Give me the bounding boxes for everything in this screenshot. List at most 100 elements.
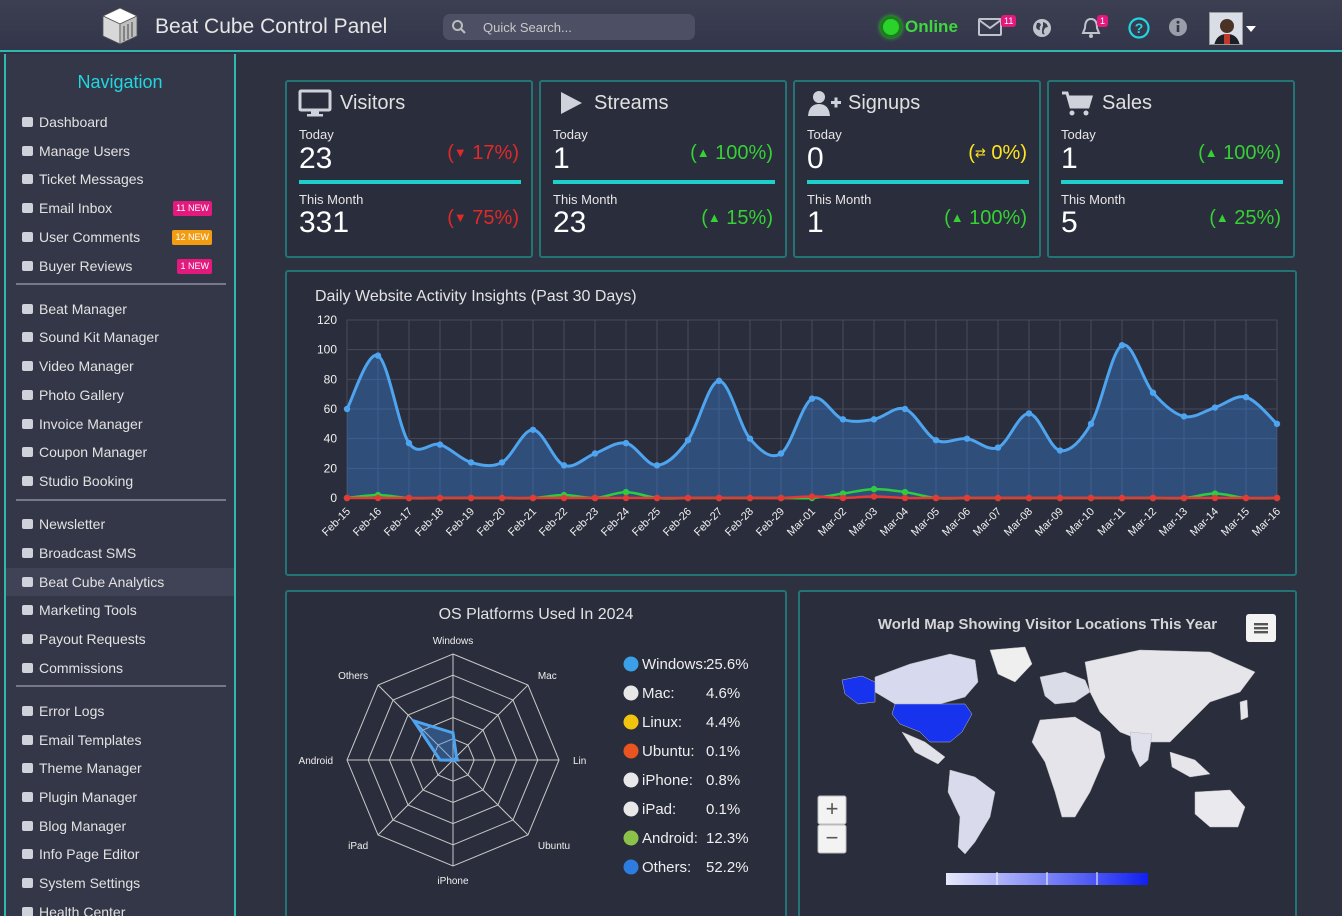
star-icon: [21, 253, 35, 271]
data-point: [901, 494, 909, 502]
info-icon[interactable]: [1168, 17, 1188, 37]
online-label: Online: [905, 17, 958, 36]
data-point: [1118, 494, 1126, 502]
x-tick-label: Mar-16: [1250, 506, 1283, 539]
os-radar-chart: Windows Mac Linux Ubuntu iPhone iPad Android Ot…: [299, 636, 587, 887]
sidebar-item-invoice-manager[interactable]: Invoice Manager: [6, 410, 234, 438]
sidebar-item-system-settings[interactable]: System Settings: [6, 869, 234, 897]
y-tick-label: 40: [324, 432, 338, 446]
help-icon[interactable]: ?: [1128, 17, 1150, 39]
sidebar-item-photo-gallery[interactable]: Photo Gallery: [6, 381, 234, 409]
comments-icon: [21, 166, 35, 185]
stat-month-label: This Month: [553, 192, 618, 207]
sidebar-item-plugin-manager[interactable]: Plugin Manager: [6, 783, 234, 811]
map-south-america: [947, 769, 996, 855]
sidebar-item-sound-kit-manager[interactable]: Sound Kit Manager: [6, 323, 234, 351]
os-legend-label: iPad:: [642, 800, 677, 818]
globe-icon[interactable]: [1032, 18, 1052, 38]
os-legend-value: 52.2%: [706, 858, 749, 876]
quick-search[interactable]: [443, 14, 695, 40]
map-europe: [1039, 671, 1091, 705]
sidebar-item-blog-manager[interactable]: Blog Manager: [6, 812, 234, 840]
radar-axis-label: Linux: [573, 756, 587, 767]
sidebar-item-video-manager[interactable]: Video Manager: [6, 352, 234, 380]
sidebar-item-manage-users[interactable]: Manage Users: [6, 137, 234, 165]
data-point: [1025, 494, 1033, 502]
stat-month-change-value: 15%: [726, 207, 767, 229]
x-tick-label: Mar-01: [785, 506, 818, 539]
radar-axis: [452, 684, 529, 761]
zoom-in-button[interactable]: +: [826, 796, 839, 821]
os-legend-item: Ubuntu: 0.1%: [622, 740, 740, 762]
plug-icon: [21, 784, 35, 802]
y-tick-label: 20: [324, 461, 338, 475]
radar-axis-label: iPad: [348, 841, 368, 852]
trend-down-icon: ▼: [453, 145, 467, 160]
chevron-down-icon[interactable]: [1246, 26, 1256, 32]
sidebar-item-beat-cube-analytics[interactable]: Beat Cube Analytics: [6, 567, 234, 596]
stat-card-signups: Signups Today 0 (⇄ 0%) This Month 1 (▲ 1…: [793, 80, 1041, 258]
sidebar-item-studio-booking[interactable]: Studio Booking: [6, 467, 234, 495]
stat-divider-bar: [1061, 180, 1283, 184]
sidebar-item-payout-requests[interactable]: Payout Requests: [6, 625, 234, 653]
stat-month-change-value: 100%: [969, 207, 1021, 229]
app-title: Beat Cube Control Panel: [155, 15, 388, 38]
data-point: [839, 416, 847, 423]
data-point: [839, 494, 847, 502]
os-legend-item: Others: 52.2%: [622, 856, 749, 878]
trend-up-icon: ▲: [950, 210, 964, 225]
sidebar-item-label: Email Inbox: [39, 200, 113, 217]
mail-icon[interactable]: [978, 18, 1002, 36]
map-india: [1129, 731, 1153, 768]
sidebar-item-info-page-editor[interactable]: Info Page Editor: [6, 840, 234, 868]
stat-today-value: 23: [299, 142, 333, 175]
data-point: [1025, 410, 1033, 417]
x-tick-label: Feb-29: [754, 506, 787, 539]
sidebar-item-broadcast-sms[interactable]: Broadcast SMS: [6, 539, 234, 567]
template-icon: [21, 727, 35, 745]
avatar[interactable]: [1209, 12, 1243, 45]
sidebar-item-user-comments[interactable]: User Comments 12 NEW: [6, 223, 234, 251]
sidebar-item-newsletter[interactable]: Newsletter: [6, 510, 234, 538]
apple-icon: [623, 801, 639, 817]
sidebar-item-health-center[interactable]: Health Center: [6, 898, 234, 916]
world-map[interactable]: + −: [800, 592, 1295, 916]
sidebar-item-marketing-tools[interactable]: Marketing Tools: [6, 596, 234, 624]
x-tick-label: Mar-06: [940, 506, 973, 539]
x-tick-label: Feb-24: [599, 506, 632, 539]
map-zoom-controls[interactable]: + −: [817, 795, 847, 854]
search-input[interactable]: [483, 17, 683, 37]
x-tick-label: Feb-19: [444, 506, 477, 539]
sidebar-item-coupon-manager[interactable]: Coupon Manager: [6, 438, 234, 466]
paypal-icon: [21, 626, 35, 644]
stat-month-change: (▲ 100%): [944, 207, 1027, 229]
sidebar-item-label: Coupon Manager: [39, 444, 148, 461]
music-icon: [21, 324, 35, 343]
sidebar-item-error-logs[interactable]: Error Logs: [6, 697, 234, 725]
sidebar-item-beat-manager[interactable]: Beat Manager: [6, 295, 234, 323]
map-canada: [874, 653, 979, 705]
users-icon: [21, 138, 35, 156]
sidebar-item-ticket-messages[interactable]: Ticket Messages: [6, 165, 234, 193]
stat-today-change: (⇄ 0%): [968, 142, 1027, 164]
y-tick-label: 0: [330, 491, 337, 505]
zoom-out-button[interactable]: −: [826, 825, 839, 850]
map-usa: [891, 703, 973, 743]
sidebar-item-theme-manager[interactable]: Theme Manager: [6, 754, 234, 782]
x-tick-label: Feb-27: [692, 506, 725, 539]
film-icon: [21, 353, 35, 372]
data-point: [715, 377, 723, 385]
data-point: [467, 494, 475, 502]
sidebar-item-buyer-reviews[interactable]: Buyer Reviews 1 NEW: [6, 252, 234, 280]
sidebar-item-email-inbox[interactable]: Email Inbox 11 NEW: [6, 194, 234, 222]
data-point: [498, 494, 506, 502]
map-menu-button[interactable]: [1246, 614, 1276, 642]
sidebar-item-email-templates[interactable]: Email Templates: [6, 726, 234, 754]
sidebar-item-dashboard[interactable]: Dashboard: [6, 108, 234, 136]
sidebar-item-commissions[interactable]: Commissions: [6, 654, 234, 682]
os-legend-item: iPad: 0.1%: [622, 798, 740, 820]
beat-cube-logo[interactable]: [100, 6, 140, 46]
os-legend-label: Others:: [642, 858, 692, 876]
x-tick-label: Mar-13: [1157, 506, 1190, 539]
bell-icon[interactable]: [1080, 17, 1102, 39]
